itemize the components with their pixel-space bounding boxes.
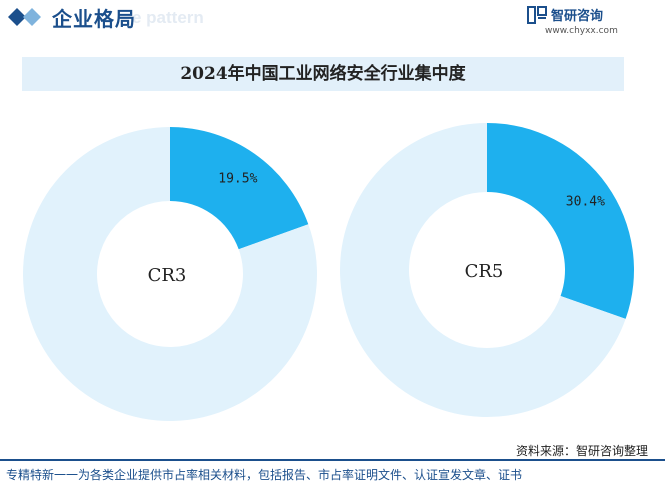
chart1-slice-share [170, 127, 309, 250]
background-watermark-word: e pattern [132, 8, 204, 27]
chart1-center-label: CR3 [148, 265, 187, 286]
chart-title: 2024年中国工业网络安全行业集中度 [180, 64, 466, 84]
diamond-icon [8, 8, 41, 26]
brand-logo: 智研咨询 www.chyxx.com [527, 4, 637, 40]
section-title: 企业格局 [52, 7, 136, 31]
chart-title-band: 2024年中国工业网络安全行业集中度 [22, 57, 624, 91]
chart1-value-label: 19.5% [218, 171, 257, 186]
logo-mark-icon [527, 6, 547, 24]
logo-name: 智研咨询 [551, 9, 604, 24]
footer-text: 专精特新一一为各类企业提供市占率相关材料，包括报告、市占率证明文件、认证宣发文章… [6, 468, 523, 482]
source-note: 资料来源：智研咨询整理 [515, 444, 648, 458]
chart2-slice-rest [340, 123, 626, 417]
logo-url: www.chyxx.com [545, 26, 618, 36]
header: e pattern 企业格局 智研咨询 www.chyxx.com [0, 0, 665, 40]
footer-divider [0, 459, 665, 461]
chart2-value-label: 30.4% [566, 194, 605, 209]
chart2-slice-share [487, 123, 634, 319]
chart1-slice-rest [23, 127, 318, 421]
chart2-center-label: CR5 [465, 261, 504, 282]
